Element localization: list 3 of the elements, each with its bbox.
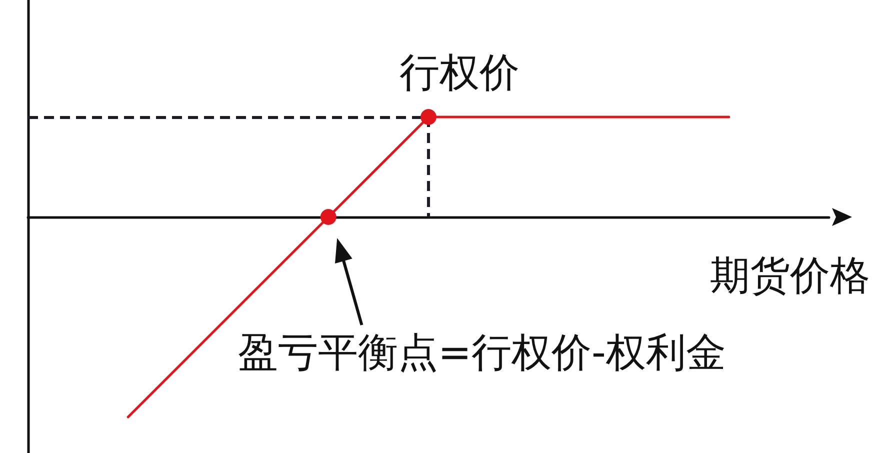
annotation: 行权价 xyxy=(400,50,520,96)
x-axis-title: 期货价格 xyxy=(710,253,870,299)
annotation: 盈亏平衡点=行权价-权利金 xyxy=(238,330,726,376)
